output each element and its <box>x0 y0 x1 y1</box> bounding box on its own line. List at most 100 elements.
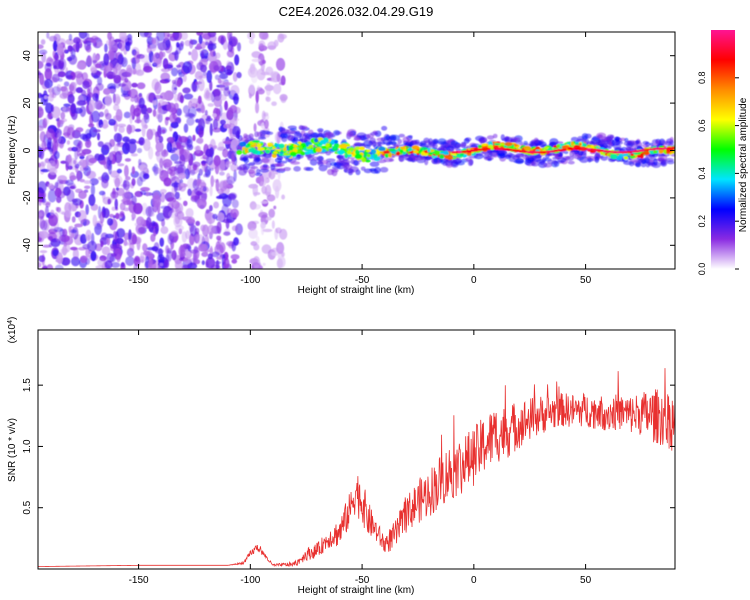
spectrogram-cell <box>60 234 70 243</box>
spectrogram-cell <box>325 158 336 163</box>
snr-y-ticks: 0.5 1.0 1.5 <box>22 378 675 515</box>
spectrogram-cell <box>287 134 295 141</box>
spectrogram-cell <box>637 154 641 158</box>
spectrogram-cell <box>196 179 207 193</box>
spectrogram-cell <box>71 48 76 60</box>
spectrogram-cell <box>213 65 220 71</box>
spectrogram-cell <box>176 108 182 116</box>
spectrogram-cell <box>148 146 154 160</box>
spectrogram-cell <box>334 140 339 144</box>
colorbar-label: Normalized spectral amplitude <box>738 97 749 232</box>
y-tick-label: -40 <box>22 238 33 253</box>
spectrogram-cell <box>215 178 220 192</box>
spectrogram-cell <box>141 124 146 138</box>
spectrogram-cell <box>212 213 218 220</box>
spectrogram-cell <box>198 168 203 176</box>
spectrogram-cell <box>590 137 601 145</box>
spectrogram-cell <box>256 143 262 148</box>
spectrogram-cell <box>84 185 91 190</box>
spectrogram-cell <box>189 98 199 104</box>
spectrogram-cell <box>213 145 218 149</box>
colorbar-tick-label: 0.6 <box>697 119 707 132</box>
figure-title: C2E4.2026.032.04.29.G19 <box>279 4 434 19</box>
spectrogram-cell <box>277 33 285 43</box>
spectrogram-cell <box>159 188 167 194</box>
spectrogram-cell <box>608 140 613 146</box>
spectrogram-cell <box>261 185 268 194</box>
spectrogram-cell <box>79 152 86 157</box>
spectrogram-cell <box>247 220 257 231</box>
spectrogram-cell <box>354 142 364 147</box>
spectrogram-cell <box>557 148 566 152</box>
spectrogram-cell <box>179 154 186 167</box>
spectrogram-cell <box>222 148 229 158</box>
spectrogram-cell <box>487 157 492 162</box>
spectrogram-cell <box>433 157 438 163</box>
spectrogram-cell <box>66 56 73 62</box>
spectrogram-cell <box>143 138 151 152</box>
spectrogram-cell <box>463 137 470 144</box>
spectrogram-cell <box>52 59 63 70</box>
x-tick-label: -150 <box>129 275 149 286</box>
spectrogram-cell <box>70 102 77 115</box>
spectrogram-cell <box>205 148 213 158</box>
spectrogram-cell <box>594 156 600 163</box>
spectrogram-cell <box>661 159 667 166</box>
spectrogram-cell <box>265 96 270 101</box>
spectrogram-cell <box>166 102 176 113</box>
spectrogram-cell <box>187 188 192 197</box>
spectrogram-cell <box>276 258 284 269</box>
spectrogram-cell <box>653 158 658 166</box>
spectrogram-cell <box>270 79 277 83</box>
spectrogram-cell <box>230 163 239 172</box>
spectrogram-cell <box>277 167 286 172</box>
spectrogram-cell <box>176 79 182 88</box>
spectrogram-cell <box>221 203 229 217</box>
spectrogram-cell <box>77 72 82 80</box>
spectrogram-cell <box>347 147 355 151</box>
spectrogram-cell <box>252 183 259 197</box>
spectrogram-cell <box>585 155 595 160</box>
spectrogram-cell <box>124 41 131 52</box>
spectrogram-cell <box>280 127 286 133</box>
spectrogram-cell <box>114 38 122 43</box>
spectrogram-cell <box>247 169 255 175</box>
spectrogram-cell <box>140 251 145 262</box>
spectrogram-cell <box>201 51 205 59</box>
spectrogram-cell <box>174 202 184 215</box>
spectrogram-cell <box>159 237 165 247</box>
spectrogram-cell <box>49 226 58 231</box>
spectrogram-cell <box>38 198 42 206</box>
spectrogram-cell <box>233 106 241 114</box>
spectrogram-cell <box>183 200 188 207</box>
spectrogram-cell <box>198 49 209 54</box>
spectrogram-cell <box>339 143 348 149</box>
y-tick-label: 20 <box>22 97 33 109</box>
spectrogram-cell <box>253 243 260 251</box>
spectrogram-cell <box>54 181 59 189</box>
spectrogram-cell <box>128 88 138 99</box>
spectrogram-cell <box>209 123 213 136</box>
spectrogram-cell <box>223 82 234 86</box>
spectrogram-cell <box>40 168 50 173</box>
spectrogram-cell <box>160 192 166 203</box>
spectrogram-cell <box>290 161 301 165</box>
spectrogram-cell <box>227 193 237 201</box>
spectrogram-cell <box>499 152 506 159</box>
spectrogram-cell <box>641 162 647 168</box>
spectrogram-cell <box>160 226 169 235</box>
snr-line-clip <box>38 368 675 568</box>
spectrogram-cell <box>176 41 180 48</box>
spectrogram-cell <box>561 145 570 149</box>
spectrogram-cell <box>99 160 107 166</box>
spectrogram-cell <box>457 151 463 154</box>
spectrogram-cell <box>192 134 196 142</box>
snr-x-ticks: -150 -100 -50 0 50 <box>129 330 592 586</box>
spectrogram-cell <box>248 38 255 45</box>
spectrogram-cell <box>167 233 174 245</box>
spectrogram-cell <box>106 236 111 246</box>
spectrogram-cell <box>588 158 594 162</box>
spectrogram-cell <box>231 225 239 232</box>
x-tick-label: -100 <box>240 575 260 586</box>
spectrogram-cell <box>101 246 111 256</box>
